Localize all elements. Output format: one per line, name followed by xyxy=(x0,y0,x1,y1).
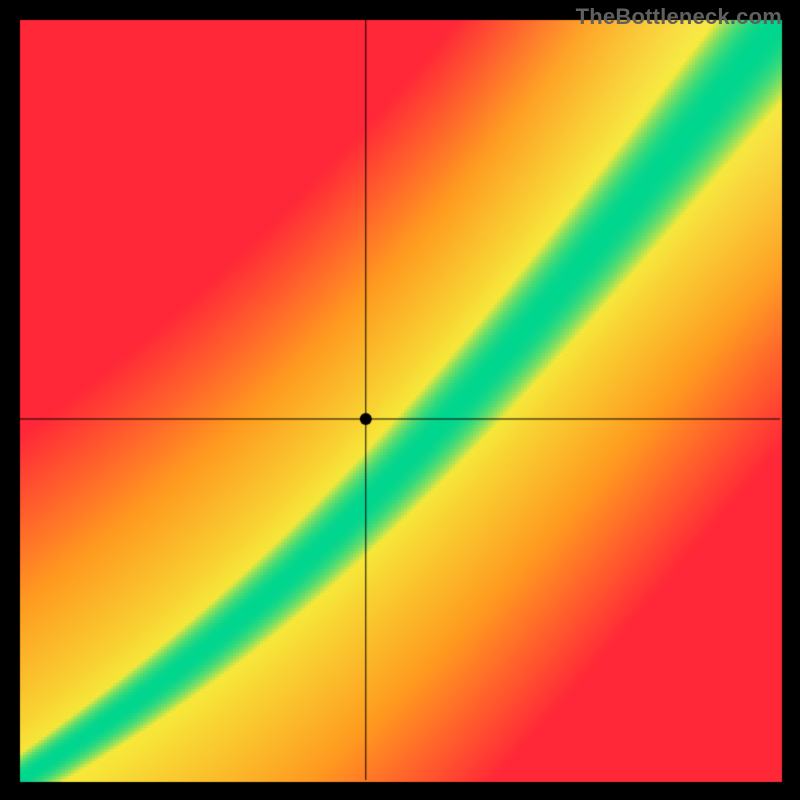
watermark-text: TheBottleneck.com xyxy=(576,4,782,30)
chart-container: TheBottleneck.com xyxy=(0,0,800,800)
bottleneck-heatmap xyxy=(0,0,800,800)
